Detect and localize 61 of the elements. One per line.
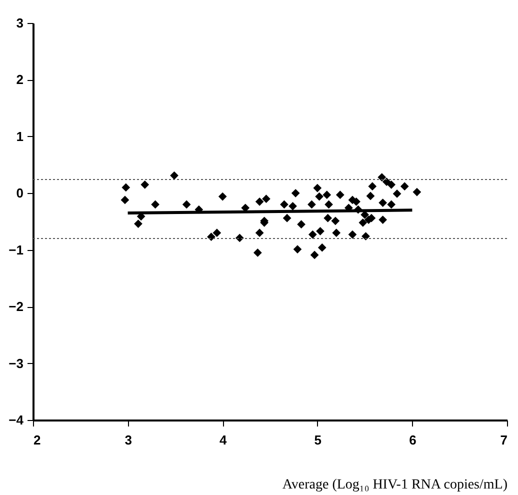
point [280,200,288,209]
point [255,228,264,238]
point [366,192,375,200]
point [120,196,130,204]
point [378,173,386,182]
y-tick-label: 1 [16,128,24,144]
point [293,245,302,254]
point [122,183,130,192]
point [212,228,222,238]
x-tick-label: 6 [409,432,416,448]
point [288,202,297,210]
x-tick-label: 4 [219,432,228,448]
y-tick-label: 3 [16,16,24,30]
x-tick-label: 5 [314,432,322,448]
y-tick-label: −3 [8,356,24,371]
point [392,190,402,198]
x-tick-label: 2 [34,432,41,448]
point [358,218,368,227]
y-tick-label: 2 [16,72,24,88]
point [332,228,341,238]
y-tick-label: −4 [8,412,24,428]
point [262,194,270,203]
point [324,200,333,209]
point [182,200,191,209]
point [387,200,396,209]
point [313,184,322,192]
point [255,197,264,206]
point [170,171,178,180]
point [253,248,262,257]
point [368,182,377,191]
point [387,180,396,189]
point [362,232,370,240]
x-axis-title: Average (Log₁₀ HIV-1 RNA copies/mL) [282,478,508,492]
point [297,220,306,229]
point [310,250,319,260]
point [400,182,409,191]
point [331,216,340,226]
point [282,214,292,222]
point [315,192,324,201]
point [324,214,332,222]
point [348,230,357,239]
y-tick-label: −2 [8,299,24,314]
x-tick-label: 3 [124,432,132,448]
x-tick-label: 7 [500,432,508,448]
point [140,180,150,189]
point [151,200,160,209]
point [308,200,316,209]
point [322,190,332,200]
y-tick-label: −1 [8,242,24,258]
point [336,190,344,200]
point [378,216,387,224]
point [308,230,317,239]
point [291,188,300,198]
point [378,198,387,207]
point [207,232,216,241]
y-tick-label: 0 [16,186,24,201]
point [134,220,142,228]
point [412,188,422,196]
point [316,226,324,236]
point [318,243,326,252]
point [218,192,227,201]
